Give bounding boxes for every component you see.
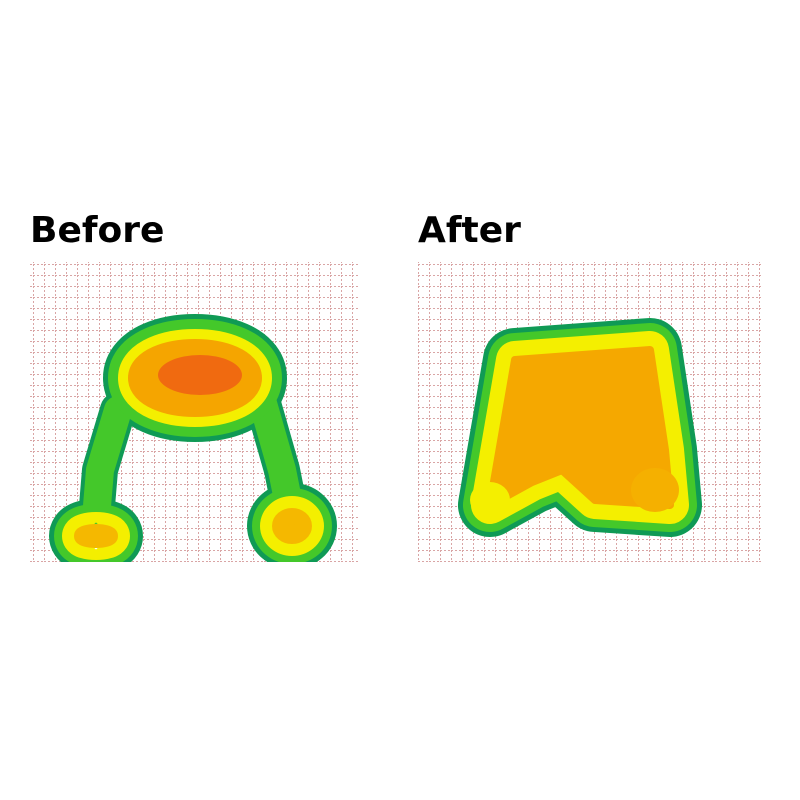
before-map (30, 262, 358, 562)
panel-title: Before (30, 210, 164, 251)
panel-title: After (418, 210, 521, 251)
after-map (418, 262, 762, 562)
